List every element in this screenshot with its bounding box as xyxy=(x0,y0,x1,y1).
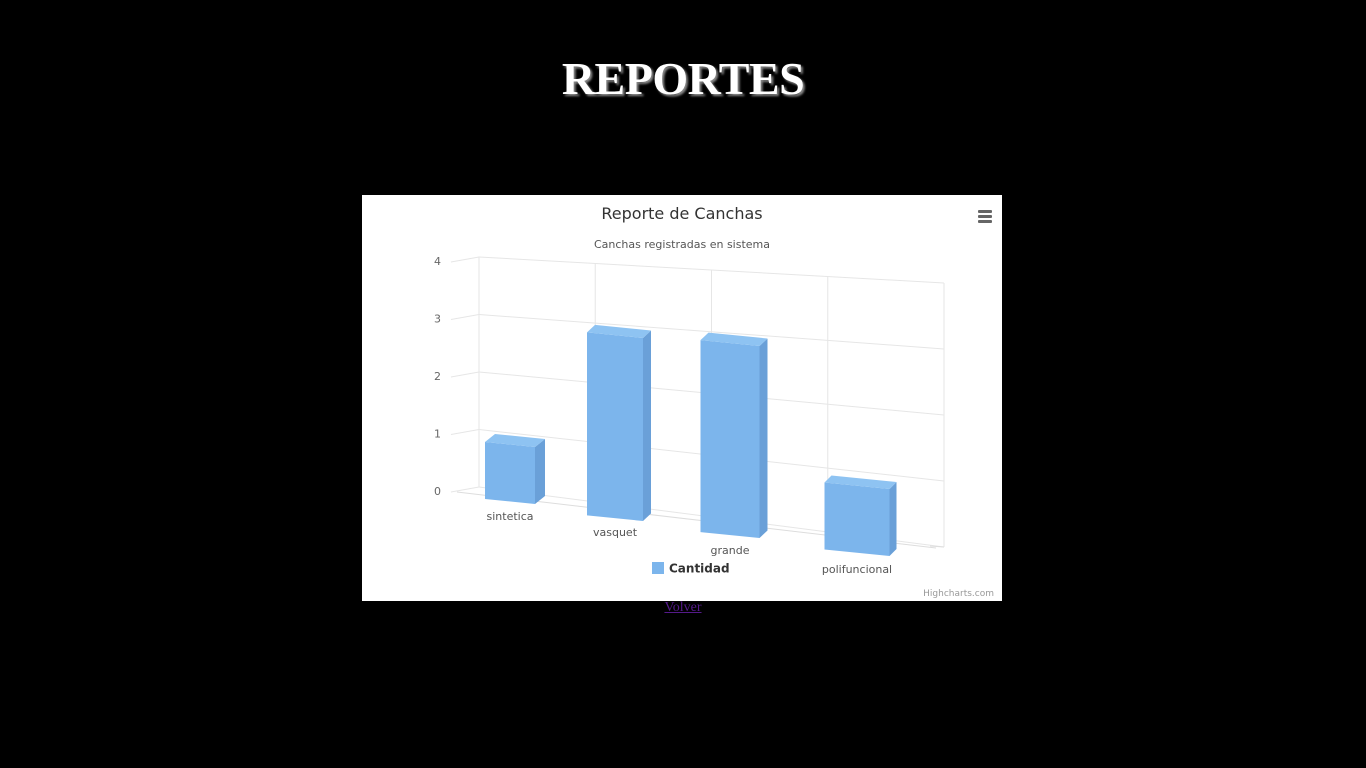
y-grid-side-line xyxy=(450,429,480,435)
y-grid-side-line xyxy=(450,371,480,378)
y-tick-label: 2 xyxy=(434,370,441,383)
bar-side xyxy=(535,439,545,504)
y-grid-side-line xyxy=(450,256,480,263)
x-tick-label: polifuncional xyxy=(822,563,892,576)
bar-side xyxy=(889,482,897,556)
x-tick-label: sintetica xyxy=(487,510,534,523)
bar-front[interactable] xyxy=(485,442,535,504)
bar-top xyxy=(587,324,651,338)
chart-menu-button[interactable] xyxy=(974,206,996,228)
legend[interactable]: Cantidad xyxy=(652,562,730,576)
y-grid-side-line xyxy=(450,486,480,493)
menu-line xyxy=(978,215,992,218)
credits-link[interactable]: Highcharts.com xyxy=(923,589,994,599)
chart-title: Reporte de Canchas xyxy=(601,204,762,223)
y-tick-label: 0 xyxy=(434,485,441,498)
page-title: REPORTES xyxy=(561,53,805,104)
bar-front[interactable] xyxy=(587,332,643,521)
bar-front[interactable] xyxy=(824,482,890,557)
chart-subtitle: Canchas registradas en sistema xyxy=(594,238,770,251)
menu-line xyxy=(978,210,992,213)
bar-chart: 0 1 2 3 4 sintetica vasquet grande polifuncional… xyxy=(434,204,994,599)
bar-top xyxy=(824,475,897,489)
menu-line xyxy=(978,220,992,223)
bar-side xyxy=(759,338,768,538)
x-tick-label: grande xyxy=(711,544,750,557)
bar-top xyxy=(485,434,545,447)
bar-front[interactable] xyxy=(700,340,760,538)
back-link-container: Volver xyxy=(0,600,1366,616)
bar-side xyxy=(643,330,651,521)
y-grid-side-line xyxy=(450,314,480,320)
floor-right-edge xyxy=(929,545,945,548)
y-tick-label: 4 xyxy=(434,255,441,268)
chart-container: 0 1 2 3 4 sintetica vasquet grande polifuncional… xyxy=(362,195,1002,601)
back-link[interactable]: Volver xyxy=(664,600,702,615)
y-tick-label: 1 xyxy=(434,428,441,441)
legend-label: Cantidad xyxy=(669,562,730,576)
legend-symbol xyxy=(652,562,664,574)
bar-top xyxy=(700,332,768,346)
x-tick-label: vasquet xyxy=(593,526,638,539)
y-tick-label: 3 xyxy=(434,313,441,326)
